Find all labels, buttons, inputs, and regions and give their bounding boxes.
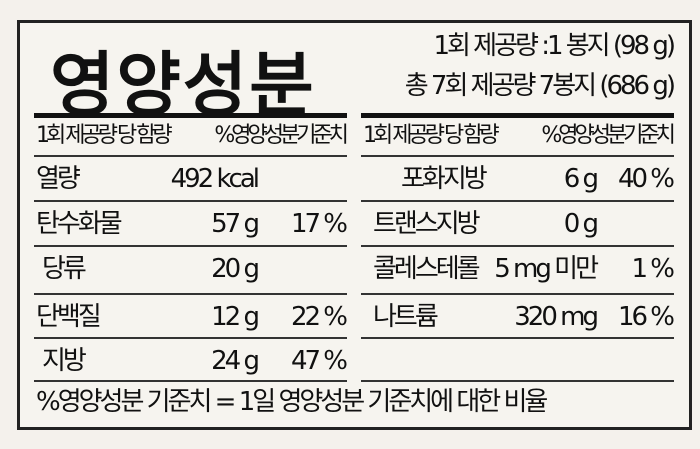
nutrient-row: 나트륨 320 mg 16 %	[361, 295, 675, 339]
serving-size: 1회 제공량 :1 봉지 (98 g)	[433, 31, 676, 61]
footnote: %영양성분 기준치 = 1일 영양성분 기준치에 대한 비율	[36, 387, 548, 417]
right-header: 1회 제공량 당 함량 %영양성분기준치	[363, 119, 676, 153]
row-divider	[34, 200, 347, 202]
total-servings: 총 7회 제공량 7봉지 (686 g)	[404, 71, 676, 101]
nutrient-amount: 57 g	[211, 209, 260, 239]
row-divider	[361, 337, 674, 339]
right-header-amount: 1회 제공량 당 함량	[363, 123, 500, 148]
row-divider	[361, 245, 674, 247]
divider	[361, 380, 674, 382]
row-divider	[361, 293, 674, 295]
nutrition-facts-panel: 영양성분 1회 제공량 :1 봉지 (98 g) 총 7회 제공량 7봉지 (6…	[17, 20, 692, 430]
nutrient-row: 지방 24 g 47 %	[34, 339, 348, 383]
nutrient-row: 콜레스테롤 5 mg 미만 1 %	[361, 247, 675, 291]
nutrient-row: 당류 20 g	[34, 247, 347, 291]
nutrient-amount: 12 g	[211, 302, 260, 332]
nutrient-dv: 17 %	[290, 209, 348, 239]
nutrient-name: 당류	[42, 254, 87, 284]
row-divider	[34, 293, 347, 295]
left-header-amount: 1회 제공량 당 함량	[36, 123, 173, 148]
nutrient-dv: 1 %	[631, 254, 675, 284]
right-header-dv: %영양성분기준치	[541, 123, 676, 148]
nutrient-amount: 320 mg	[514, 302, 599, 332]
row-divider	[34, 337, 347, 339]
nutrient-amount: 0 g	[563, 209, 599, 239]
row-divider	[34, 245, 347, 247]
nutrient-name: 단백질	[36, 302, 102, 332]
nutrient-name: 트랜스지방	[373, 209, 481, 239]
left-divider	[34, 113, 347, 118]
nutrient-row: 포화지방 6 g 40 %	[361, 157, 675, 201]
nutrient-row: 열량 492 kcal	[34, 157, 347, 201]
nutrient-name: 콜레스테롤	[373, 254, 481, 284]
row-divider	[361, 155, 674, 157]
nutrient-amount: 492 kcal	[170, 164, 260, 194]
nutrient-dv: 47 %	[290, 346, 348, 376]
nutrient-amount: 6 g	[563, 164, 599, 194]
right-divider	[361, 113, 674, 118]
nutrient-row: 탄수화물 57 g 17 %	[34, 202, 348, 246]
nutrient-dv: 40 %	[617, 164, 675, 194]
nutrient-name: 포화지방	[401, 164, 488, 194]
nutrient-name: 열량	[36, 164, 81, 194]
row-divider	[361, 200, 674, 202]
left-header: 1회 제공량 당 함량 %영양성분기준치	[36, 119, 349, 153]
row-divider	[34, 155, 347, 157]
divider	[34, 380, 347, 382]
nutrient-name: 탄수화물	[36, 209, 123, 239]
nutrient-dv: 22 %	[290, 302, 348, 332]
nutrient-amount: 24 g	[211, 346, 260, 376]
left-header-dv: %영양성분기준치	[214, 123, 349, 148]
nutrient-amount: 5 mg 미만	[494, 254, 599, 284]
nutrient-amount: 20 g	[211, 254, 260, 284]
nutrient-name: 지방	[42, 346, 87, 376]
nutrient-dv: 16 %	[617, 302, 675, 332]
nutrient-name: 나트륨	[373, 302, 439, 332]
nutrient-row: 트랜스지방 0 g	[361, 202, 674, 246]
title: 영양성분	[50, 44, 316, 126]
nutrient-row: 단백질 12 g 22 %	[34, 295, 348, 339]
